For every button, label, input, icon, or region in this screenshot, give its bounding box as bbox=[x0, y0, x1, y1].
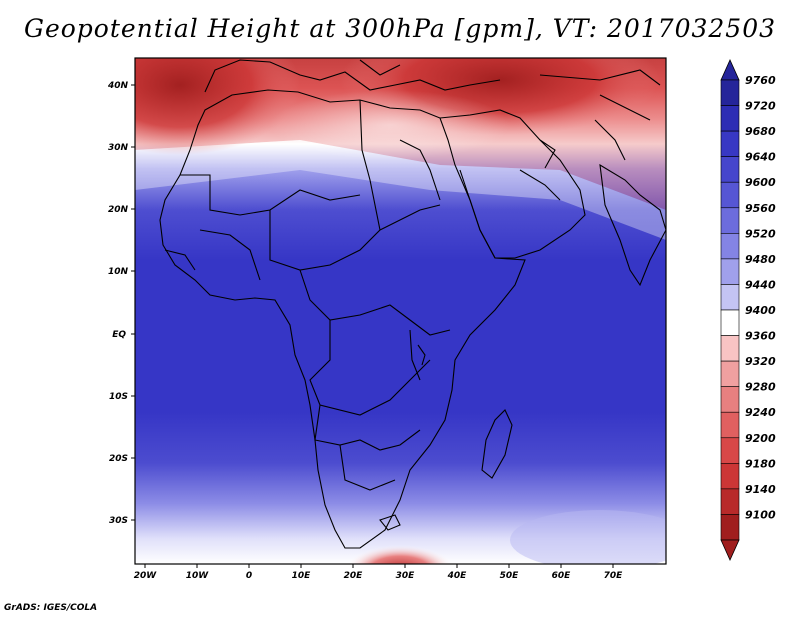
grads-credit: GrADS: IGES/COLA bbox=[4, 603, 98, 613]
lon-label: 0 bbox=[246, 571, 252, 581]
colorbar-label: 9520 bbox=[745, 227, 776, 240]
colorbar-label: 9280 bbox=[745, 381, 776, 394]
colorbar-label: 9140 bbox=[745, 483, 776, 496]
colorbar-top-arrow bbox=[720, 59, 740, 81]
colorbar-bottom-arrow bbox=[720, 539, 740, 561]
colorbar-swatch bbox=[720, 463, 740, 490]
colorbar-swatch bbox=[720, 181, 740, 209]
colorbar-swatch bbox=[720, 488, 740, 515]
lat-label: 30S bbox=[109, 516, 128, 526]
lat-label: 10S bbox=[109, 392, 128, 402]
colorbar-label: 9760 bbox=[745, 74, 776, 87]
colorbar-swatch bbox=[720, 79, 740, 106]
colorbar-label: 9680 bbox=[745, 125, 776, 138]
lon-label: 40E bbox=[447, 571, 468, 581]
colorbar-swatch bbox=[720, 105, 740, 132]
lat-label: 10N bbox=[108, 267, 129, 277]
colorbar-swatch bbox=[720, 386, 740, 413]
colorbar-label: 9360 bbox=[745, 330, 776, 343]
lon-axis bbox=[144, 564, 614, 568]
colorbar: 9760 9720 9680 9640 9600 9560 9520 9480 9440 9400… bbox=[720, 59, 776, 561]
colorbar-swatch bbox=[720, 207, 740, 234]
colorbar-swatch bbox=[720, 284, 740, 311]
colorbar-label: 9720 bbox=[745, 100, 776, 113]
colorbar-label: 9480 bbox=[745, 253, 776, 266]
lat-label: 20S bbox=[109, 454, 128, 464]
lon-label: 60E bbox=[552, 571, 572, 581]
lat-label: 20N bbox=[108, 205, 129, 215]
colorbar-label: 9440 bbox=[745, 278, 776, 291]
lon-label: 10W bbox=[186, 571, 210, 581]
lon-label: 10E bbox=[292, 571, 312, 581]
colorbar-swatch bbox=[720, 437, 740, 464]
lat-label: 30N bbox=[108, 143, 129, 153]
chart-title: Geopotential Height at 300hPa [gpm], VT:… bbox=[23, 14, 777, 43]
lat-label: EQ bbox=[112, 330, 126, 340]
lon-label: 20W bbox=[134, 571, 158, 581]
colorbar-label: 9600 bbox=[745, 176, 776, 189]
map-frame bbox=[134, 57, 667, 565]
colorbar-swatch bbox=[720, 335, 740, 362]
height-field bbox=[135, 58, 666, 564]
lon-labels: 20W 10W 0 10E 20E 30E 40E 50E 60E 70E bbox=[134, 571, 623, 581]
colorbar-swatch bbox=[720, 309, 740, 336]
lat-label: 40N bbox=[107, 81, 129, 91]
lon-label: 50E bbox=[500, 571, 520, 581]
colorbar-label: 9640 bbox=[745, 151, 776, 164]
lon-label: 70E bbox=[604, 571, 624, 581]
colorbar-swatch bbox=[720, 411, 740, 439]
coastlines bbox=[159, 59, 666, 549]
colorbar-label: 9560 bbox=[745, 202, 776, 215]
lat-labels: 40N 30N 20N 10N EQ 10S 20S 30S bbox=[107, 81, 129, 526]
colorbar-label: 9400 bbox=[745, 304, 776, 317]
colorbar-swatch bbox=[720, 360, 740, 387]
lon-label: 30E bbox=[396, 571, 416, 581]
colorbar-label: 9240 bbox=[745, 406, 776, 419]
colorbar-label: 9320 bbox=[745, 355, 776, 368]
lat-axis bbox=[131, 84, 135, 521]
colorbar-swatch bbox=[720, 514, 740, 541]
colorbar-swatch bbox=[720, 233, 740, 260]
colorbar-swatch bbox=[720, 258, 740, 285]
colorbar-label: 9100 bbox=[745, 508, 776, 521]
colorbar-label: 9180 bbox=[745, 457, 776, 470]
lon-label: 20E bbox=[344, 571, 364, 581]
colorbar-swatch bbox=[720, 156, 740, 183]
colorbar-swatch bbox=[720, 130, 740, 157]
colorbar-label: 9200 bbox=[745, 432, 776, 445]
